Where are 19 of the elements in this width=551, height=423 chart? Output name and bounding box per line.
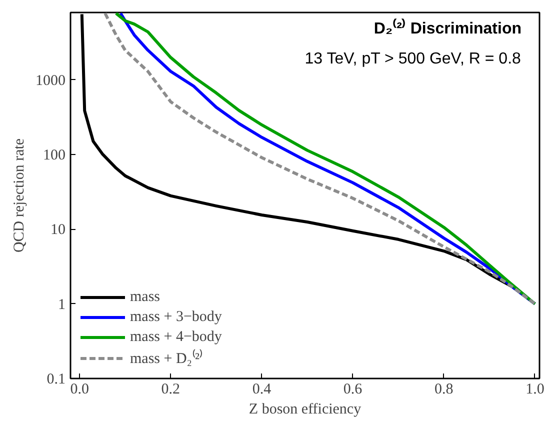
- legend-label: mass: [130, 288, 160, 306]
- y-tick-label: 0.1: [46, 372, 66, 388]
- x-tick-label: 0.4: [252, 382, 272, 398]
- legend-label: mass + D₂⁽²⁾: [130, 348, 203, 368]
- legend-label: mass + 3−body: [130, 308, 222, 326]
- x-tick-label: 0.0: [70, 382, 89, 398]
- x-axis-title: Z boson efficiency: [248, 402, 362, 418]
- y-tick-label: 1000: [36, 72, 66, 89]
- annotation: D₂⁽²⁾ Discrimination: [374, 18, 522, 38]
- y-tick-label: 100: [43, 148, 66, 164]
- x-tick-label: 1.0: [526, 382, 544, 398]
- y-axis-title: QCD rejection rate: [12, 138, 28, 253]
- x-tick-label: 0.6: [343, 382, 363, 398]
- legend-label: mass + 4−body: [130, 328, 222, 346]
- x-tick-label: 0.8: [434, 382, 454, 398]
- x-tick-label: 0.2: [161, 382, 180, 398]
- y-tick-label: 10: [50, 222, 66, 238]
- annotation: 13 TeV, pT > 500 GeV, R = 0.8: [304, 50, 522, 68]
- y-tick-label: 1: [58, 296, 66, 313]
